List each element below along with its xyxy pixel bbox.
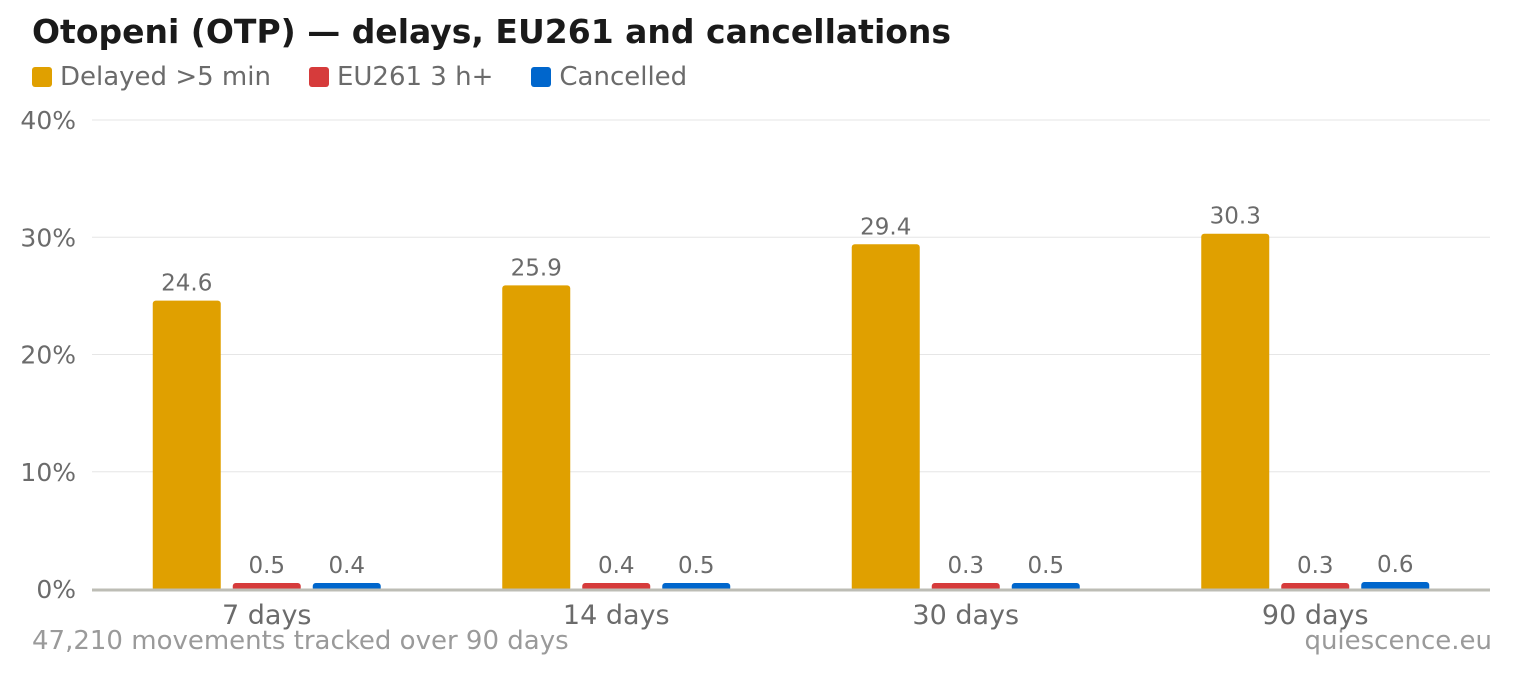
legend-label-delayed: Delayed >5 min xyxy=(60,62,271,92)
data-label: 30.3 xyxy=(1210,204,1261,230)
y-tick-label: 10% xyxy=(20,458,76,487)
legend-item-eu261: EU261 3 h+ xyxy=(308,62,494,92)
y-tick-label: 20% xyxy=(20,341,76,370)
footer-source: quiescence.eu xyxy=(1304,626,1492,656)
data-label: 0.4 xyxy=(328,553,365,579)
bar-delayed-5-min-14-days xyxy=(502,285,571,591)
legend-label-cancelled: Cancelled xyxy=(559,62,688,92)
data-label: 0.4 xyxy=(598,553,635,579)
legend-item-delayed: Delayed >5 min xyxy=(32,62,271,92)
chart-title: Otopeni (OTP) — delays, EU261 and cancel… xyxy=(32,12,952,51)
data-label: 29.4 xyxy=(860,214,911,240)
bar-delayed-5-min-30-days xyxy=(851,244,920,591)
y-tick-label: 40% xyxy=(20,106,76,135)
legend-item-cancelled: Cancelled xyxy=(531,62,687,92)
data-label: 0.5 xyxy=(248,553,285,579)
data-label: 24.6 xyxy=(161,271,212,297)
x-tick-label: 30 days xyxy=(912,600,1019,631)
legend-swatch-eu261 xyxy=(308,67,329,87)
data-label: 0.3 xyxy=(1297,553,1334,579)
x-tick-label: 14 days xyxy=(563,600,670,631)
bar-delayed-5-min-7-days xyxy=(152,300,221,591)
legend: Delayed >5 min EU261 3 h+ Cancelled xyxy=(32,60,725,94)
y-tick-label: 30% xyxy=(20,223,76,252)
footer-note: 47,210 movements tracked over 90 days xyxy=(32,626,569,656)
legend-swatch-delayed xyxy=(32,67,52,87)
data-label: 25.9 xyxy=(511,255,562,281)
data-label: 0.5 xyxy=(1027,553,1064,579)
data-label: 0.3 xyxy=(947,553,984,579)
x-tick-label: 90 days xyxy=(1262,600,1369,631)
data-label: 0.5 xyxy=(678,553,715,579)
bar-delayed-5-min-90-days xyxy=(1201,233,1270,592)
legend-label-eu261: EU261 3 h+ xyxy=(336,62,494,92)
legend-swatch-cancelled xyxy=(531,67,552,87)
data-label: 0.6 xyxy=(1377,552,1414,578)
y-tick-label: 0% xyxy=(36,575,76,604)
x-tick-label: 7 days xyxy=(222,600,312,631)
